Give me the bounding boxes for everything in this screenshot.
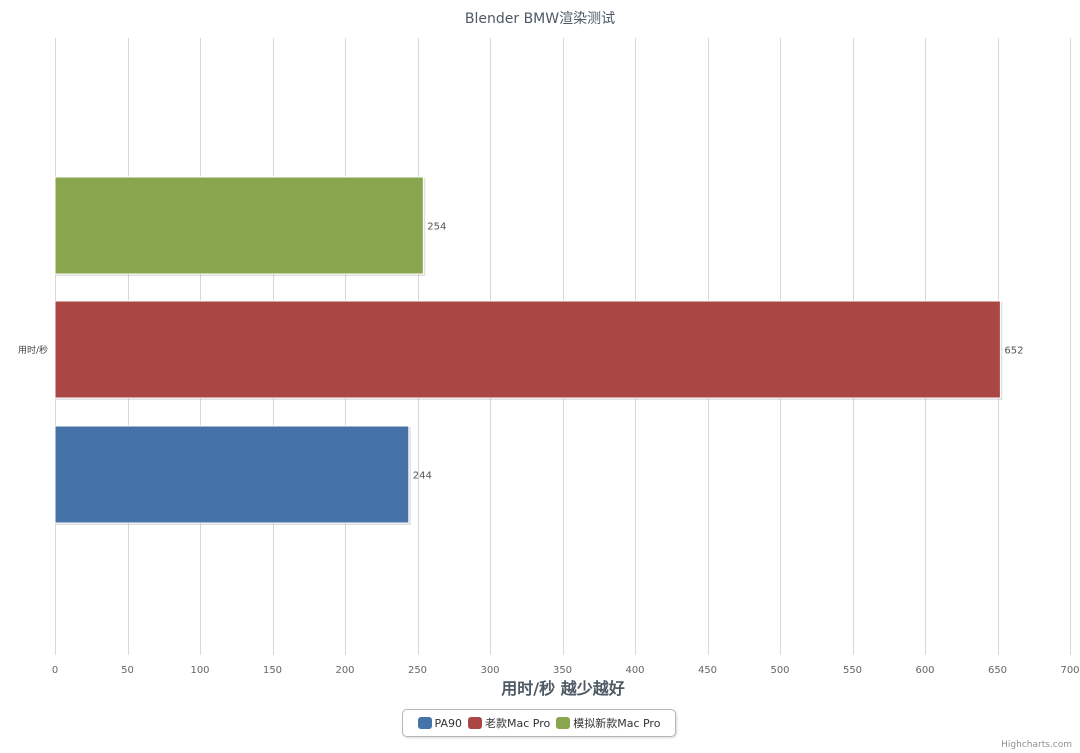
category-label: 用时/秒: [18, 344, 48, 356]
x-tick-label: 700: [1060, 665, 1079, 676]
data-label: 244: [413, 471, 432, 482]
data-label: 254: [427, 222, 446, 233]
x-tick-label: 600: [915, 665, 934, 676]
bar-1[interactable]: [54, 300, 1001, 399]
x-tick-label: 550: [843, 665, 862, 676]
legend-item[interactable]: 模拟新款Mac Pro: [556, 715, 660, 731]
chart-legend: PA90 老款Mac Pro 模拟新款Mac Pro: [402, 709, 676, 737]
bars: [54, 176, 1003, 525]
bar-0[interactable]: [54, 425, 410, 524]
x-axis-title: 用时/秒 越少越好: [501, 679, 624, 698]
x-tick-label: 150: [263, 665, 282, 676]
legend-label: 老款Mac Pro: [484, 717, 551, 730]
legend-swatch: [417, 717, 432, 729]
x-tick-label: 200: [335, 665, 354, 676]
x-tick-label: 350: [553, 665, 572, 676]
legend-item[interactable]: PA90: [417, 716, 462, 730]
legend-label: PA90: [434, 716, 462, 730]
x-tick-label: 450: [698, 665, 717, 676]
bar-2[interactable]: [54, 176, 424, 275]
x-tick-label: 400: [625, 665, 644, 676]
x-tick-label: 650: [988, 665, 1007, 676]
data-label: 652: [1004, 346, 1023, 357]
x-tick-label: 50: [121, 665, 134, 676]
data-labels: 244 652 254: [413, 222, 1024, 482]
x-tick-label: 250: [408, 665, 427, 676]
x-tick-label: 0: [52, 665, 58, 676]
x-tick-label: 300: [480, 665, 499, 676]
legend-swatch: [556, 717, 571, 729]
legend-item[interactable]: 老款Mac Pro: [467, 715, 551, 731]
legend-label: 模拟新款Mac Pro: [573, 717, 661, 730]
x-tick-labels: 0 50 100 150 200 250 300 350 400 450 500 550 600 650 7…: [52, 665, 1080, 676]
chart-title: Blender BMW渲染测试: [465, 11, 615, 27]
x-tick-label: 100: [190, 665, 209, 676]
credits-text[interactable]: Highcharts.com: [1001, 740, 1072, 750]
legend-swatch: [467, 717, 482, 729]
x-tick-label: 500: [770, 665, 789, 676]
